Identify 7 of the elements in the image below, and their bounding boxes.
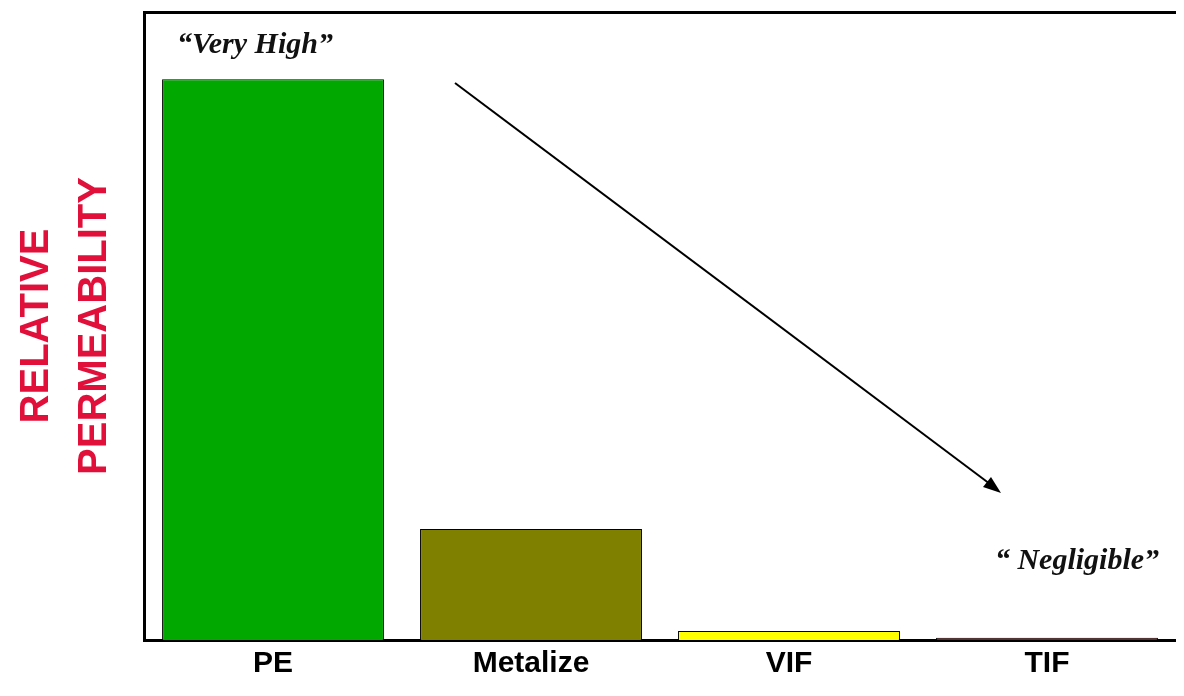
x-tick-label: VIF	[765, 645, 813, 679]
y-axis-title: RELATIVE PERMEABILITY	[12, 176, 115, 475]
annotation: “ Negligible”	[994, 542, 1160, 576]
x-tick-label: TIF	[1024, 645, 1070, 679]
x-tick-label: PE	[252, 645, 294, 679]
x-tick-label: Metalize	[472, 645, 590, 679]
text: “Very High”	[177, 26, 333, 60]
